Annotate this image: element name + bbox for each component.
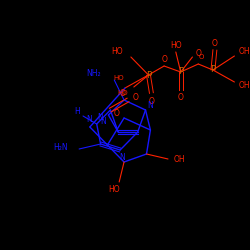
Text: O: O: [198, 54, 204, 60]
Text: N: N: [119, 154, 125, 162]
Text: O: O: [133, 92, 139, 102]
Text: HO: HO: [114, 75, 124, 81]
Text: OH: OH: [238, 48, 250, 56]
Text: O: O: [113, 108, 119, 118]
Text: N: N: [86, 116, 92, 124]
Text: H₂N: H₂N: [53, 142, 68, 152]
Text: OH: OH: [174, 154, 186, 164]
Text: N: N: [101, 116, 106, 126]
Text: P: P: [210, 66, 216, 74]
Text: HO: HO: [117, 90, 128, 96]
Text: HO: HO: [108, 186, 120, 194]
Text: O: O: [119, 90, 125, 98]
Text: N: N: [98, 112, 103, 122]
Text: HO: HO: [112, 48, 123, 56]
Text: O: O: [212, 38, 218, 48]
Text: O: O: [195, 48, 201, 58]
Text: O: O: [148, 96, 154, 106]
Text: P: P: [146, 70, 151, 80]
Text: NH₂: NH₂: [86, 70, 101, 78]
Text: P: P: [178, 68, 184, 76]
Text: H: H: [74, 108, 80, 116]
Text: O: O: [161, 54, 167, 64]
Text: N: N: [148, 100, 153, 110]
Text: O: O: [178, 92, 184, 102]
Text: HO: HO: [170, 40, 182, 50]
Text: OH: OH: [238, 82, 250, 90]
